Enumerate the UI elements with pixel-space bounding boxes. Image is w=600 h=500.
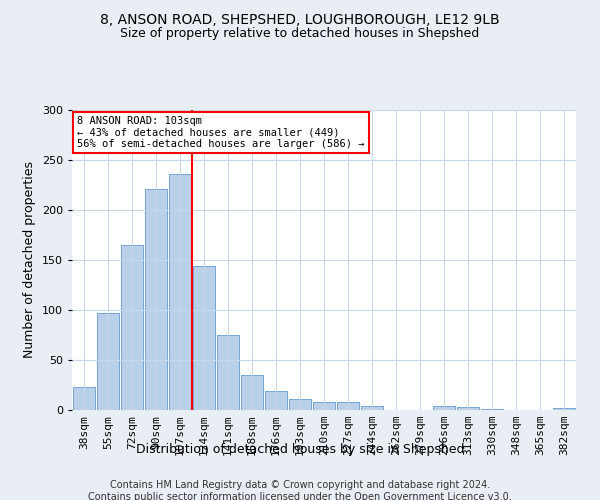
Text: Size of property relative to detached houses in Shepshed: Size of property relative to detached ho… xyxy=(121,28,479,40)
Text: 8, ANSON ROAD, SHEPSHED, LOUGHBOROUGH, LE12 9LB: 8, ANSON ROAD, SHEPSHED, LOUGHBOROUGH, L… xyxy=(100,12,500,26)
Bar xyxy=(313,402,335,410)
Bar xyxy=(337,402,359,410)
Bar xyxy=(241,375,263,410)
Bar xyxy=(289,399,311,410)
Bar xyxy=(145,189,167,410)
Y-axis label: Number of detached properties: Number of detached properties xyxy=(23,162,36,358)
Text: 8 ANSON ROAD: 103sqm
← 43% of detached houses are smaller (449)
56% of semi-deta: 8 ANSON ROAD: 103sqm ← 43% of detached h… xyxy=(77,116,365,149)
Bar xyxy=(73,387,95,410)
Text: Contains HM Land Registry data © Crown copyright and database right 2024.
Contai: Contains HM Land Registry data © Crown c… xyxy=(88,480,512,500)
Bar xyxy=(265,391,287,410)
Bar xyxy=(97,313,119,410)
Bar xyxy=(433,406,455,410)
Bar xyxy=(361,406,383,410)
Bar xyxy=(457,407,479,410)
Bar xyxy=(217,335,239,410)
Bar xyxy=(193,266,215,410)
Bar xyxy=(169,174,191,410)
Bar xyxy=(553,408,575,410)
Bar xyxy=(481,409,503,410)
Bar xyxy=(121,245,143,410)
Text: Distribution of detached houses by size in Shepshed: Distribution of detached houses by size … xyxy=(136,442,464,456)
